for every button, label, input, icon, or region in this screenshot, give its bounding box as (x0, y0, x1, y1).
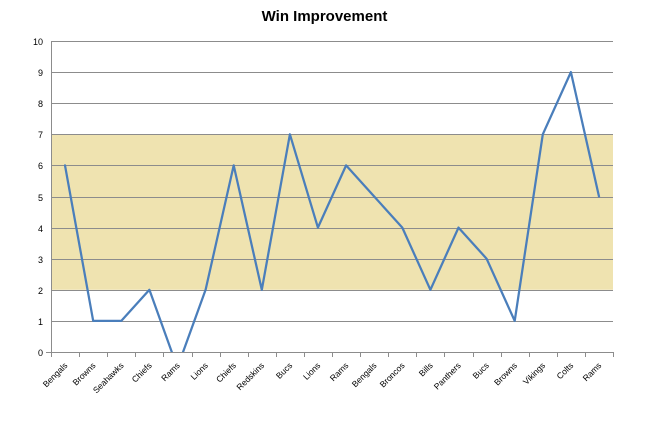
x-tick-label: Panthers (432, 360, 463, 391)
x-tick-label: Bengals (41, 360, 70, 389)
x-tick-label: Bills (417, 360, 435, 378)
x-tick-label: Bucs (274, 360, 294, 380)
y-tick-label: 2 (38, 286, 43, 296)
y-tick-label: 8 (38, 99, 43, 109)
y-tick-label: 3 (38, 255, 43, 265)
x-tick-label: Rams (581, 360, 604, 383)
x-tick-label: Lions (301, 360, 322, 381)
y-tick-label: 1 (38, 317, 43, 327)
x-tick-label: Bucs (471, 360, 491, 380)
x-tick-label: Lions (189, 360, 210, 381)
y-tick-label: 4 (38, 224, 43, 234)
series-line (63, 70, 601, 352)
y-tick-label: 5 (38, 193, 43, 203)
y-tick-label: 7 (38, 130, 43, 140)
x-tick-label: Browns (492, 360, 519, 387)
y-tick-label: 10 (33, 37, 43, 47)
band-shading (51, 134, 613, 290)
x-tick-label: Redskins (234, 360, 266, 392)
x-tick-label: Chiefs (130, 360, 154, 384)
x-tick-label: Rams (159, 360, 182, 383)
y-tick-label: 6 (38, 161, 43, 171)
x-tick-label: Seahawks (91, 360, 126, 395)
x-tick-label: Browns (70, 360, 97, 387)
x-tick-label: Rams (328, 360, 351, 383)
chart-title: Win Improvement (261, 8, 388, 25)
y-tick-label: 0 (38, 348, 43, 358)
x-tick-label: Chiefs (214, 360, 238, 384)
y-tick-label: 9 (38, 68, 43, 78)
x-tick-label: Broncos (378, 360, 407, 389)
x-tick-label: Bengals (350, 360, 379, 389)
x-tick-label: Colts (554, 360, 575, 381)
x-tick-label: Vikings (521, 360, 547, 386)
